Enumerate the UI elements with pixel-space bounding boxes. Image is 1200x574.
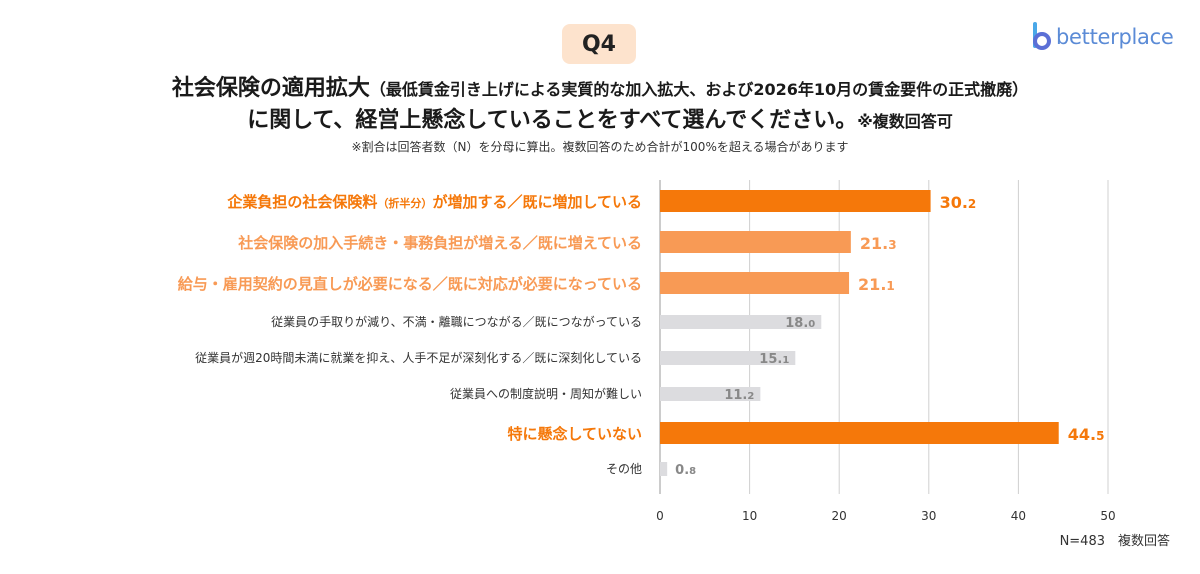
sample-size: N=483 複数回答 bbox=[1059, 534, 1170, 549]
bar bbox=[660, 387, 761, 401]
category-label: 従業員への制度説明・周知が難しい bbox=[450, 386, 642, 401]
value-label: 18.0 bbox=[785, 316, 815, 331]
title-line-1: 社会保険の適用拡大（最低賃金引き上げによる実質的な加入拡大、および2026年10… bbox=[0, 70, 1200, 102]
x-tick-label: 50 bbox=[1100, 509, 1115, 523]
value-label: 15.1 bbox=[759, 352, 789, 367]
value-label: 0.8 bbox=[675, 463, 696, 478]
b-logo-icon bbox=[1033, 22, 1051, 50]
category-label: 従業員の手取りが減り、不満・離職につながる／既につながっている bbox=[271, 314, 642, 329]
bar bbox=[660, 422, 1059, 444]
category-label: 従業員が週20時間未満に就業を抑え、人手不足が深刻化する／既に深刻化している bbox=[195, 350, 642, 365]
title-line-2: に関して、経営上懸念していることをすべて選んでください。※複数回答可 bbox=[0, 102, 1200, 134]
question-badge: Q4 bbox=[562, 24, 636, 64]
category-label: 給与・雇用契約の見直しが必要になる／既に対応が必要になっている bbox=[178, 275, 642, 293]
category-label: 企業負担の社会保険料（折半分）が増加する／既に増加している bbox=[226, 193, 642, 211]
x-tick-label: 40 bbox=[1011, 509, 1026, 523]
value-label: 30.2 bbox=[940, 193, 977, 212]
title-main-2: に関して、経営上懸念していることをすべて選んでください。 bbox=[247, 108, 858, 133]
bar bbox=[660, 190, 931, 212]
value-label: 21.3 bbox=[860, 234, 897, 253]
x-tick-label: 20 bbox=[832, 509, 847, 523]
x-tick-label: 10 bbox=[742, 509, 757, 523]
bar bbox=[660, 272, 850, 294]
bar bbox=[660, 315, 822, 329]
category-label: 社会保険の加入手続き・事務負担が増える／既に増えている bbox=[237, 234, 642, 252]
x-tick-label: 30 bbox=[921, 509, 936, 523]
category-label: 特に懸念していない bbox=[507, 425, 642, 443]
x-tick-label: 0 bbox=[656, 509, 664, 523]
value-label: 21.1 bbox=[858, 275, 895, 294]
bar bbox=[660, 231, 851, 253]
title-main: 社会保険の適用拡大 bbox=[171, 76, 370, 101]
brand-name: betterplace bbox=[1056, 25, 1174, 49]
value-label: 44.5 bbox=[1068, 425, 1105, 444]
brand-logo: betterplace bbox=[1030, 22, 1174, 52]
bar bbox=[660, 462, 668, 476]
value-label: 11.2 bbox=[724, 388, 754, 403]
footnote: ※割合は回答者数（N）を分母に算出。複数回答のため合計が100%を超える場合があ… bbox=[351, 140, 849, 154]
title-sub: （最低賃金引き上げによる実質的な加入拡大、および2026年10月の賃金要件の正式… bbox=[369, 80, 1029, 99]
bar bbox=[660, 351, 796, 365]
title-note: ※複数回答可 bbox=[857, 112, 953, 131]
category-label: その他 bbox=[606, 462, 642, 476]
